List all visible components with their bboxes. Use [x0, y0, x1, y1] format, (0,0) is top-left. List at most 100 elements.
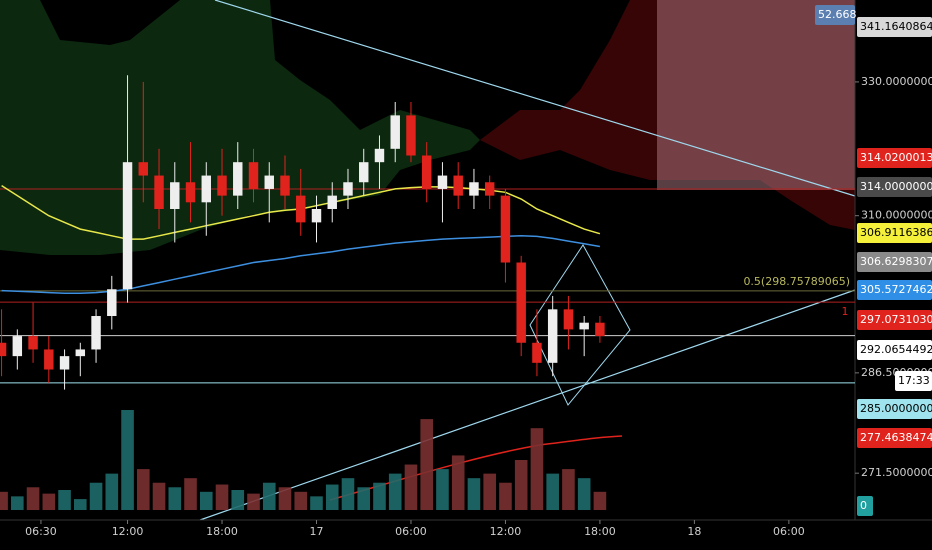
price-badge [857, 17, 932, 37]
candle-body [122, 162, 133, 290]
volume-bar [105, 473, 119, 510]
price-badge-label: 314.00000000 [860, 180, 932, 193]
volume-bar [325, 484, 339, 510]
price-badge [857, 280, 932, 300]
volume-bar [26, 487, 40, 510]
x-tick-label: 18:00 [584, 525, 616, 538]
price-badge-label: 285.00000008 [860, 402, 932, 415]
volume-bar [58, 490, 71, 510]
price-badge-label: 314.02000130 [860, 151, 932, 164]
volume-bar [152, 482, 166, 510]
volume-bar [436, 469, 449, 510]
candle-body [280, 175, 290, 196]
y-tick-label: 330.00000000 [861, 75, 932, 88]
candle-body [390, 115, 400, 149]
fib-label: 0.5(298.75789065) [743, 275, 850, 288]
volume-bar [373, 482, 386, 510]
volume-bar [577, 478, 591, 510]
volume-bar [42, 493, 56, 510]
candle-body [311, 209, 322, 223]
candle-body [44, 349, 54, 370]
candle-body [75, 349, 86, 357]
price-badge [857, 399, 932, 419]
price-badge-label: 341.16408649 [860, 20, 932, 33]
volume-bar [0, 491, 8, 510]
price-badge [857, 310, 932, 330]
y-tick-label: 310.00000000 [861, 209, 932, 222]
candle-body [453, 175, 463, 196]
volume-bar [514, 460, 528, 510]
volume-bar [593, 491, 607, 510]
volume-bar [483, 473, 496, 510]
price-badge [857, 496, 873, 516]
candle-body [579, 322, 589, 330]
candle-body [469, 182, 479, 196]
cloud-green [0, 0, 480, 255]
candle-body [28, 336, 38, 350]
candle-body [217, 175, 227, 196]
volume-bar [420, 419, 434, 510]
x-tick-label: 06:00 [395, 525, 427, 538]
volume-bar [121, 410, 134, 510]
trendline [214, 0, 856, 197]
volume-bar [294, 491, 308, 510]
candle-body [138, 162, 149, 176]
price-badge [895, 371, 932, 391]
candle-body [484, 182, 495, 196]
candle-body [374, 148, 385, 163]
volume-bar [278, 487, 292, 510]
price-badge-label: 306.62983072 [860, 255, 932, 268]
candle-body [201, 175, 211, 203]
volume-bar [404, 464, 418, 510]
price-badge [857, 428, 932, 448]
x-tick-label: 06:30 [25, 525, 57, 538]
volume-bar [388, 473, 402, 510]
volume-bar [451, 455, 465, 510]
volume-bar [74, 499, 87, 510]
candle-body [154, 175, 164, 210]
price-badge-label: 17:33 [898, 374, 930, 387]
volume-bar [467, 478, 481, 510]
price-badge-label: 277.46384744 [860, 431, 932, 444]
candle-body [233, 162, 243, 196]
candle-body [421, 155, 432, 189]
volume-bar [168, 487, 182, 510]
volume-bar [310, 496, 323, 510]
candle-body [264, 175, 274, 189]
volume-bar [530, 428, 544, 510]
volume-bar [11, 496, 24, 510]
candle-body [296, 195, 306, 223]
candle-body [343, 182, 353, 196]
trendline [199, 289, 856, 521]
candle-body [248, 162, 259, 189]
candle-body [185, 182, 196, 203]
price-badge-label: 297.07310300 [860, 313, 932, 326]
volume-bar [546, 473, 559, 510]
candle-body [91, 316, 101, 350]
x-tick-label: 18 [687, 525, 701, 538]
candle-body [547, 309, 558, 363]
volume-bar [89, 482, 103, 510]
candle-body [532, 342, 542, 363]
x-tick-label: 18:00 [206, 525, 238, 538]
volume-bar [247, 493, 260, 510]
candle-body [12, 336, 23, 357]
candle-body [437, 175, 448, 189]
volume-bar [215, 484, 229, 510]
candle-body [107, 289, 117, 317]
volume-bar [499, 482, 512, 510]
candle-body [59, 356, 70, 370]
volume-bar [341, 478, 355, 510]
candle-body [406, 115, 416, 156]
price-badge [857, 177, 932, 197]
x-tick-label: 17 [309, 525, 323, 538]
candle-body [170, 182, 180, 210]
volume-bar [357, 487, 371, 510]
volume-bar [262, 482, 276, 510]
price-badge [857, 340, 932, 360]
volume-bar [199, 491, 213, 510]
candle-body [359, 162, 369, 183]
price-badge-label: 306.91163868 [860, 226, 932, 239]
